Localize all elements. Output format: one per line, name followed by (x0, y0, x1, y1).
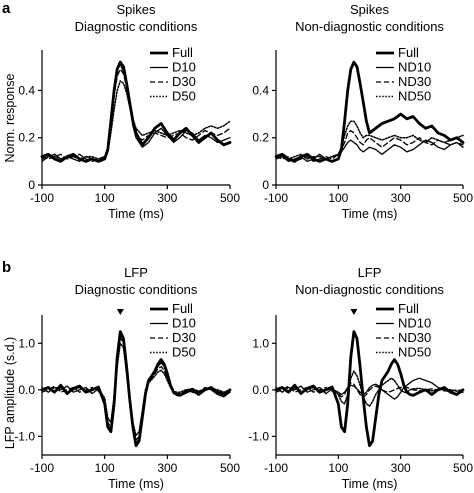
legend-entry-label: D30 (172, 330, 196, 345)
series-line-full (40, 60, 232, 163)
stimulus-marker-triangle (116, 309, 124, 315)
x-tick-label: 100 (95, 461, 115, 475)
series-line-d10 (41, 333, 231, 445)
legend-entry-label: Full (172, 45, 193, 60)
y-tick-label: 0.4 (18, 83, 35, 97)
y-tick-label: 0.2 (18, 131, 35, 145)
series-line-nd10 (275, 377, 464, 400)
chart-title-line: Diagnostic conditions (75, 19, 198, 34)
series-line-full (274, 60, 465, 163)
y-tick-label: 0.0 (252, 383, 269, 397)
legend-entry-label: D10 (172, 316, 196, 331)
series-line-nd50 (275, 120, 464, 160)
x-axis-label: Time (ms) (342, 477, 398, 491)
series-line-d50 (41, 80, 231, 160)
chart-title-line: Diagnostic conditions (75, 282, 198, 297)
legend-entry-label: ND30 (398, 330, 431, 345)
x-axis-label: Time (ms) (108, 477, 164, 491)
legend-entry-label: ND10 (398, 60, 431, 75)
series-line-d30 (41, 68, 231, 163)
x-tick-label: 100 (95, 191, 115, 205)
y-tick-label: 0 (28, 178, 35, 192)
y-tick-label: 1.0 (18, 336, 35, 350)
stimulus-marker-triangle (350, 309, 358, 315)
x-tick-label: 500 (220, 191, 240, 205)
series-line-nd30 (275, 129, 464, 163)
x-tick-label: -100 (30, 461, 54, 475)
x-tick-label: 100 (328, 191, 348, 205)
panel-letter-a: a (2, 0, 11, 17)
x-tick-label: 300 (391, 191, 411, 205)
series-line-full (40, 330, 232, 448)
x-tick-label: -100 (264, 191, 288, 205)
panel-letter-b: b (2, 259, 11, 276)
legend-entry-label: Full (398, 45, 419, 60)
legend-entry-label: D50 (172, 345, 196, 360)
legend-entry-label: D50 (172, 89, 196, 104)
chart-title-line: Non-diagnostic conditions (295, 282, 444, 297)
x-tick-label: 500 (453, 191, 473, 205)
chart-lfp-nondiagnostic: LFP Non-diagnostic conditions -100 100 300 50… (248, 265, 473, 491)
legend-entry-label: D30 (172, 74, 196, 89)
y-tick-label: 0.2 (252, 131, 269, 145)
legend-entry-label: D10 (172, 60, 196, 75)
chart-spikes-nondiagnostic: Spikes Non-diagnostic conditions -100 100 30… (252, 2, 473, 221)
y-tick-label: 0.0 (18, 383, 35, 397)
series-line-nd10 (275, 139, 464, 163)
y-tick-label: 1.0 (252, 336, 269, 350)
series-line-d10 (41, 63, 231, 163)
chart-lfp-diagnostic: LFP Diagnostic conditions -100 100 300 500 -1.… (14, 265, 240, 491)
legend-entry-label: ND50 (398, 345, 431, 360)
x-axis-label: Time (ms) (108, 207, 164, 221)
x-axis-label: Time (ms) (342, 207, 398, 221)
x-tick-label: 500 (453, 461, 473, 475)
legend-entry-label: Full (398, 301, 419, 316)
legend-entry-label: ND10 (398, 316, 431, 331)
x-tick-label: 500 (220, 461, 240, 475)
chart-title-line: Spikes (116, 2, 156, 17)
y-axis-label-lfp: LFP amplitude (s.d.) (3, 337, 17, 449)
chart-title-line: LFP (124, 265, 148, 280)
x-tick-label: -100 (30, 191, 54, 205)
chart-title-line: Non-diagnostic conditions (295, 19, 444, 34)
legend-entry-label: ND50 (398, 89, 431, 104)
y-tick-label: -1.0 (248, 429, 269, 443)
y-tick-label: -1.0 (14, 429, 35, 443)
x-tick-label: 300 (157, 191, 177, 205)
y-tick-label: 0 (262, 178, 269, 192)
y-axis-label-spikes: Norm. response (3, 73, 17, 162)
legend-entry-label: ND30 (398, 74, 431, 89)
x-tick-label: 300 (391, 461, 411, 475)
x-tick-label: 100 (328, 461, 348, 475)
chart-spikes-diagnostic: Spikes Diagnostic conditions -100 100 300 500… (18, 2, 240, 221)
legend-entry-label: Full (172, 301, 193, 316)
series-line-full (274, 330, 465, 448)
series-line-nd50 (275, 370, 464, 407)
x-tick-label: 300 (157, 461, 177, 475)
chart-title-line: Spikes (350, 2, 390, 17)
y-tick-label: 0.4 (252, 83, 269, 97)
chart-title-line: LFP (358, 265, 382, 280)
x-tick-label: -100 (264, 461, 288, 475)
